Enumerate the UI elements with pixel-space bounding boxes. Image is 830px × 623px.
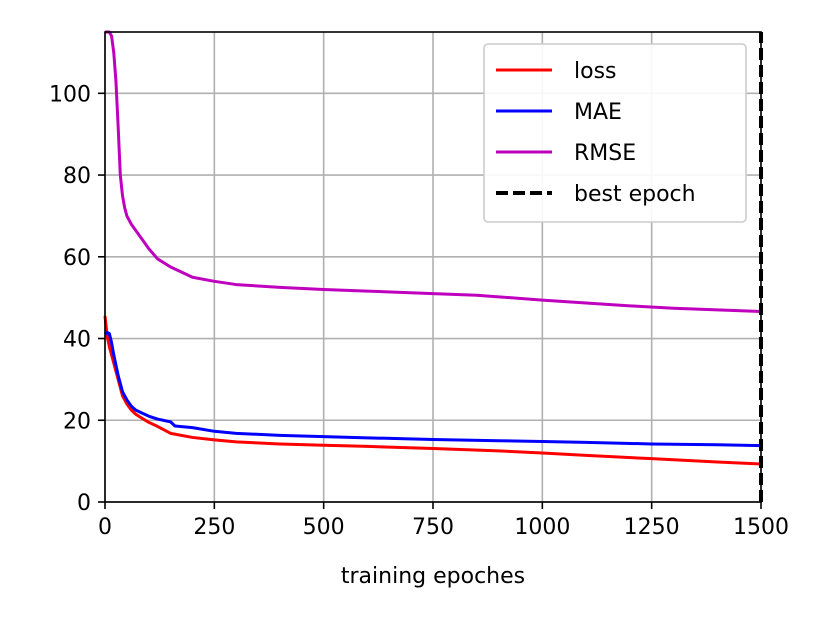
x-tick-label: 1000 [514,515,570,540]
x-tick-label: 250 [193,515,235,540]
y-tick-label: 0 [77,491,91,516]
y-tick-label: 60 [63,246,91,271]
x-tick-label: 500 [303,515,345,540]
y-tick-label: 80 [63,164,91,189]
legend-box [483,43,747,223]
x-axis-title: training epoches [341,564,525,589]
y-tick-label: 40 [63,328,91,353]
y-tick-label: 100 [49,82,91,107]
legend-label: best epoch [574,182,696,207]
series-line-mae [103,330,762,448]
x-tick-label: 1250 [624,515,680,540]
legend-label: RMSE [574,141,636,166]
series-line-rmse [105,30,762,314]
y-tick-label: 20 [63,409,91,434]
x-tick-label: 1500 [733,515,789,540]
legend-label: loss [574,59,617,84]
legend-label: MAE [574,100,622,125]
x-tick-label: 750 [412,515,454,540]
x-tick-label: 0 [98,515,112,540]
axis-ticks: 0 250 500 750 1000 1250 1500 0 20 40 60 80 100 [49,82,789,540]
legend: loss MAE RMSE best epoch [483,43,747,223]
